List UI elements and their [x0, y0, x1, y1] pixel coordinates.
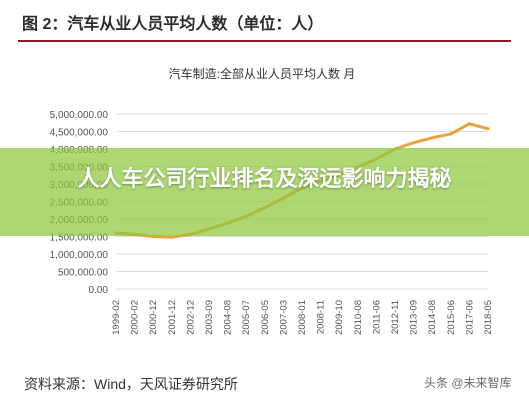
x-tick-label: 1999-02	[111, 300, 122, 335]
x-tick-label: 2008-11	[316, 300, 327, 334]
y-tick-label: 5,000,000.00	[50, 110, 109, 121]
x-tick-label: 2013-09	[409, 300, 420, 335]
x-tick-label: 2009-10	[334, 300, 345, 335]
x-tick-label: 2018-05	[483, 300, 494, 335]
banner-headline: 人人车公司行业排名及深远影响力揭秘	[77, 166, 452, 191]
x-tick-label: 2012-11	[390, 300, 401, 334]
y-tick-label: 4,500,000.00	[50, 128, 109, 139]
data-point	[467, 122, 471, 126]
data-point	[412, 141, 416, 145]
promo-banner[interactable]	[0, 148, 529, 236]
x-tick-label: 2007-03	[278, 300, 289, 335]
x-tick-label: 2000-12	[148, 300, 159, 335]
x-tick-label: 2001-12	[167, 300, 178, 335]
x-tick-label: 2008-01	[297, 300, 308, 335]
y-tick-label: 500,000.00	[58, 268, 108, 279]
x-tick-label: 2005-07	[241, 300, 252, 335]
x-tick-label: 2006-05	[260, 300, 271, 335]
x-tick-label: 2002-12	[185, 300, 196, 335]
x-tick-label: 2014-08	[427, 300, 438, 335]
x-axis-ticks: 1999-02 2000-02 2000-12 2001-12 2002-12 2003-…	[111, 300, 494, 335]
data-point	[430, 136, 434, 140]
x-tick-label: 2011-06	[371, 300, 382, 334]
data-point	[486, 127, 490, 131]
chart-title: 汽车制造:全部从业人员平均人数 月	[169, 66, 356, 81]
figure-title: 图 2：汽车从业人员平均人数（单位：人）	[22, 16, 324, 33]
x-tick-label: 2004-08	[223, 300, 234, 335]
x-tick-label: 2015-06	[446, 300, 457, 335]
title-divider	[18, 40, 511, 42]
data-point	[449, 132, 453, 136]
y-tick-label: 1,000,000.00	[50, 250, 109, 261]
x-tick-label: 2010-08	[353, 300, 364, 335]
source-note: 资料来源：Wind，天风证券研究所	[24, 376, 238, 392]
data-point	[170, 235, 174, 239]
watermark: 头条 @未来智库	[424, 376, 512, 390]
x-tick-label: 2000-02	[130, 300, 141, 335]
x-tick-label: 2017-06	[464, 300, 475, 335]
y-tick-label: 0.00	[89, 285, 109, 296]
y-tick-label: 1,500,000.00	[50, 233, 109, 244]
x-tick-label: 2003-09	[204, 300, 215, 335]
